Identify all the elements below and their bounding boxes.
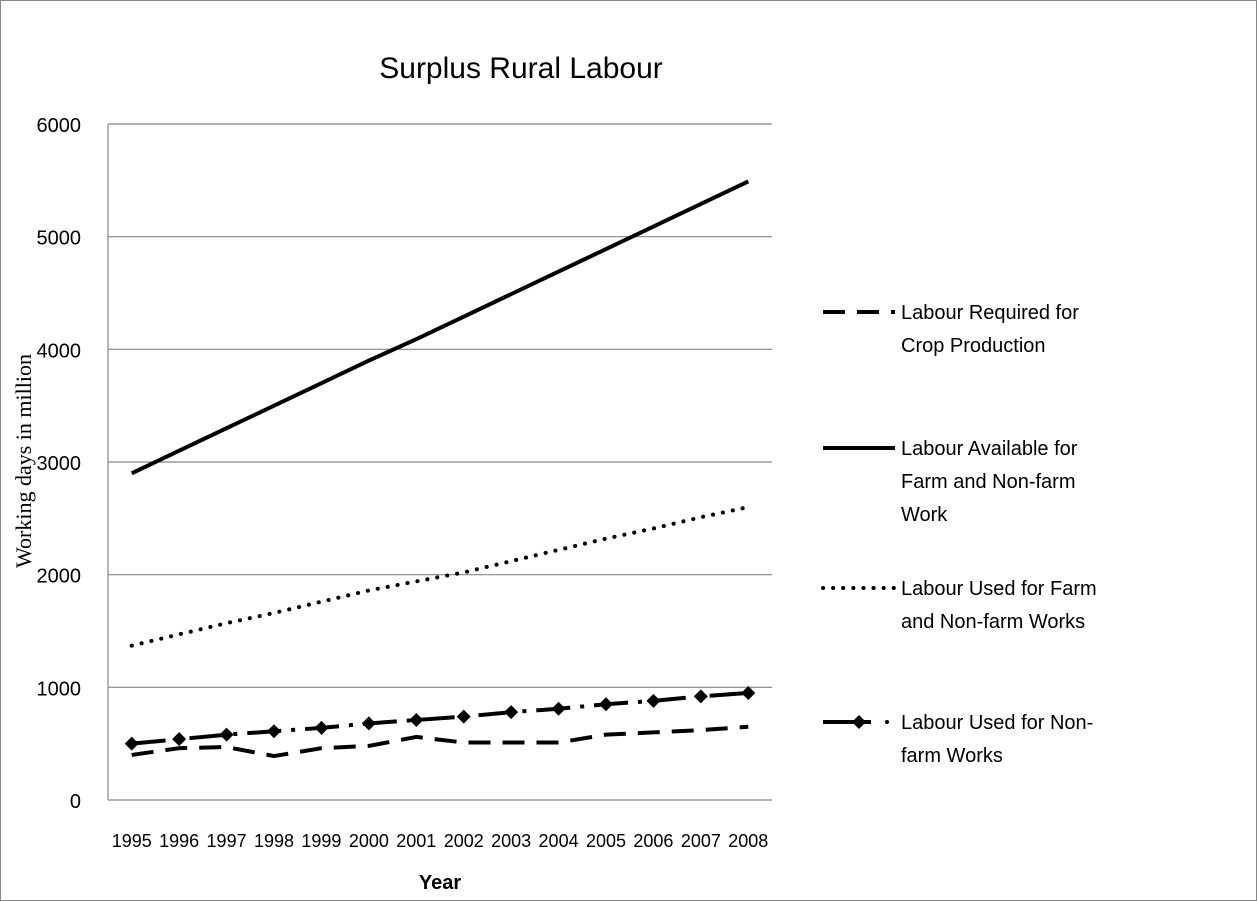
legend-label: Labour Used for Farm — [901, 578, 1097, 600]
x-tick-label: 1998 — [254, 831, 294, 851]
series-2 — [130, 179, 750, 476]
legend-label: Labour Available for — [901, 438, 1078, 460]
legend-item: Labour Used for Non-farm Works — [823, 712, 1093, 767]
series-1 — [131, 724, 749, 759]
data-point-marker — [267, 724, 281, 739]
data-point-marker — [504, 705, 519, 720]
series-line — [131, 690, 749, 746]
data-point-marker — [172, 732, 187, 747]
x-tick-label: 1996 — [159, 831, 199, 851]
x-tick-label: 1999 — [301, 831, 341, 851]
y-axis-label: Working days in million — [11, 354, 36, 568]
x-tick-label: 1995 — [112, 831, 152, 851]
data-point-marker — [124, 736, 139, 751]
y-tick-label: 3000 — [37, 453, 82, 475]
series-line — [129, 505, 751, 648]
series-line — [131, 724, 749, 759]
x-tick-label: 2002 — [444, 831, 484, 851]
gridlines — [108, 123, 772, 688]
legend-label: and Non-farm Works — [901, 611, 1085, 633]
legend-label: farm Works — [901, 745, 1003, 767]
legend-dot — [885, 720, 889, 724]
legend-item: Labour Available for Farm and Non-farm Wor… — [823, 438, 1078, 526]
axes: 0 1000 2000 3000 4000 5000 6000 1995 1996 1997 199… — [37, 115, 772, 851]
legend-marker — [852, 715, 866, 729]
data-point-marker — [314, 720, 329, 735]
series-line — [130, 179, 750, 476]
data-point-marker — [741, 685, 756, 700]
data-point-marker — [456, 709, 471, 724]
series-lines — [124, 179, 756, 759]
y-tick-label: 6000 — [37, 115, 82, 137]
y-tick-label: 1000 — [37, 678, 82, 700]
x-axis-label: Year — [419, 872, 461, 894]
chart-title: Surplus Rural Labour — [379, 52, 663, 85]
x-tick-label: 2003 — [491, 831, 531, 851]
x-tick-label: 2000 — [349, 831, 389, 851]
series-3 — [129, 505, 751, 648]
x-tick-label: 2005 — [586, 831, 626, 851]
legend-item: Labour Required for Crop Production — [823, 302, 1079, 357]
x-tick-label: 1997 — [207, 831, 247, 851]
x-tick-label: 2001 — [396, 831, 436, 851]
legend-item: Labour Used for Farm and Non-farm Works — [821, 578, 1097, 633]
x-tick-label: 2006 — [633, 831, 673, 851]
data-point-marker — [219, 727, 234, 742]
x-tick-label: 2007 — [681, 831, 721, 851]
data-point-marker — [693, 689, 708, 704]
legend-label: Work — [901, 504, 948, 526]
y-tick-label: 5000 — [37, 228, 82, 250]
legend-label: Farm and Non-farm — [901, 471, 1076, 493]
x-tick-label: 2008 — [728, 831, 768, 851]
data-point-marker — [551, 701, 566, 716]
y-tick-label: 2000 — [37, 566, 82, 588]
y-tick-label: 4000 — [37, 340, 82, 362]
y-tick-label: 0 — [70, 791, 81, 813]
legend-label: Crop Production — [901, 335, 1046, 357]
legend-label: Labour Required for — [901, 302, 1079, 324]
data-point-marker — [409, 713, 424, 728]
series-4 — [124, 685, 756, 751]
data-point-marker — [599, 697, 613, 712]
data-point-marker — [361, 716, 376, 731]
data-point-marker — [646, 693, 661, 708]
legend-label: Labour Used for Non- — [901, 712, 1093, 734]
x-tick-label: 2004 — [539, 831, 579, 851]
